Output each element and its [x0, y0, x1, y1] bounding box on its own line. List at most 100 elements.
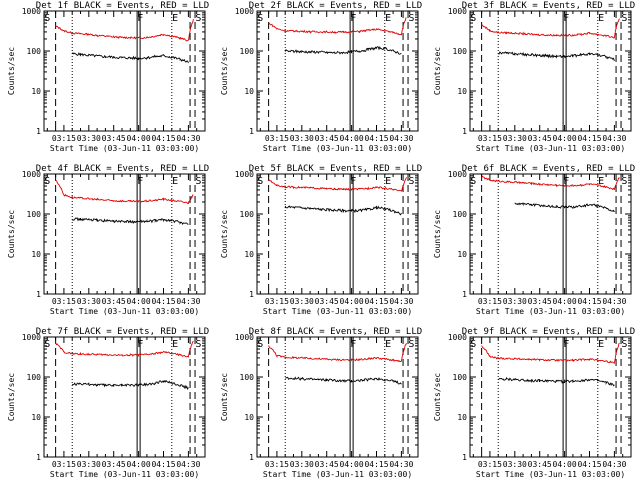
marker-label: E: [598, 339, 604, 350]
subplot-det-8f: Det 8f BLACK = Events, RED = LLD 1 10 100 10…: [220, 327, 422, 479]
x-tick-label: 04:00: [553, 134, 577, 143]
series-line-events: [284, 205, 402, 216]
y-tick-label: 1000: [448, 7, 467, 16]
marker-label: F: [137, 176, 143, 187]
y-axis-label: Counts/sec: [7, 373, 16, 421]
plot-title: Det 3f BLACK = Events, RED = LLD: [462, 1, 635, 11]
x-tick-label: 03:30: [290, 460, 314, 469]
x-tick-label: 04:30: [602, 297, 626, 306]
series-line-lld: [55, 180, 194, 205]
y-tick-label: 10: [244, 413, 254, 422]
y-tick-label: 10: [244, 250, 254, 259]
series-line-events: [284, 46, 402, 55]
series-line-lld: [481, 18, 620, 39]
marker-label: S: [257, 339, 263, 350]
x-tick-label: 04:30: [176, 134, 200, 143]
x-tick-label: 03:15: [478, 460, 502, 469]
x-tick-label: 03:30: [503, 297, 527, 306]
series-line-events: [72, 217, 189, 225]
y-axis-label: Counts/sec: [433, 210, 442, 258]
x-tick-label: 04:00: [340, 297, 364, 306]
x-tick-label: 04:30: [602, 134, 626, 143]
marker-label: F: [350, 13, 356, 24]
plot-title: Det 7f BLACK = Events, RED = LLD: [36, 327, 209, 337]
marker-label: E: [598, 176, 604, 187]
marker-label: E: [385, 13, 391, 24]
series-line-lld: [55, 340, 194, 358]
x-tick-label: 03:30: [77, 134, 101, 143]
x-tick-label: 04:15: [151, 134, 175, 143]
x-tick-label: 04:00: [553, 297, 577, 306]
x-tick-label: 04:00: [127, 460, 151, 469]
series-line-lld: [55, 19, 194, 42]
y-tick-label: 10: [457, 250, 467, 259]
x-tick-label: 03:15: [478, 134, 502, 143]
x-tick-label: 04:30: [176, 460, 200, 469]
marker-label: F: [563, 339, 569, 350]
series-line-lld: [481, 175, 620, 191]
marker-label: S: [195, 339, 201, 350]
x-tick-label: 03:45: [528, 297, 552, 306]
y-tick-label: 1000: [22, 333, 41, 342]
x-tick-label: 03:15: [265, 134, 289, 143]
marker-label: S: [408, 176, 414, 187]
x-axis-label: Start Time (03-Jun-11 03:03:00): [476, 470, 625, 479]
marker-label: S: [44, 13, 50, 24]
y-tick-label: 10: [31, 250, 41, 259]
y-tick-label: 1000: [22, 170, 41, 179]
y-tick-label: 1: [36, 290, 41, 299]
series-line-lld: [268, 17, 407, 36]
x-tick-label: 04:30: [176, 297, 200, 306]
x-tick-label: 04:30: [389, 460, 413, 469]
y-tick-label: 1: [36, 127, 41, 136]
x-tick-label: 03:15: [265, 460, 289, 469]
x-tick-label: 04:30: [389, 297, 413, 306]
x-tick-label: 03:45: [315, 134, 339, 143]
marker-label: S: [408, 13, 414, 24]
marker-label: S: [195, 13, 201, 24]
marker-label: S: [44, 339, 50, 350]
x-tick-label: 03:45: [315, 460, 339, 469]
y-axis-label: Counts/sec: [433, 373, 442, 421]
plot-frame: [256, 336, 419, 458]
x-tick-label: 04:00: [127, 297, 151, 306]
marker-label: F: [137, 339, 143, 350]
x-axis-label: Start Time (03-Jun-11 03:03:00): [476, 307, 625, 316]
marker-label: S: [470, 176, 476, 187]
y-tick-label: 1: [249, 127, 254, 136]
x-tick-label: 04:15: [577, 134, 601, 143]
x-tick-label: 03:15: [52, 134, 76, 143]
y-tick-label: 100: [27, 210, 42, 219]
plot-title: Det 9f BLACK = Events, RED = LLD: [462, 327, 635, 337]
x-tick-label: 03:30: [290, 297, 314, 306]
series-line-events: [498, 51, 615, 62]
x-axis-label: Start Time (03-Jun-11 03:03:00): [50, 307, 199, 316]
x-axis-label: Start Time (03-Jun-11 03:03:00): [263, 307, 412, 316]
y-tick-label: 1000: [448, 170, 467, 179]
series-line-events: [71, 379, 189, 390]
marker-label: F: [350, 176, 356, 187]
y-axis-label: Counts/sec: [220, 47, 229, 95]
y-tick-label: 10: [457, 87, 467, 96]
series-line-lld: [268, 343, 407, 363]
plot-frame: [256, 10, 419, 132]
plot-title: Det 4f BLACK = Events, RED = LLD: [36, 164, 209, 174]
subplot-det-1f: Det 1f BLACK = Events, RED = LLD 1 10 100 10…: [7, 1, 209, 153]
marker-label: S: [44, 176, 50, 187]
marker-label: F: [350, 339, 356, 350]
plot-frame: [43, 173, 206, 295]
y-tick-label: 100: [453, 47, 468, 56]
x-tick-label: 03:15: [265, 297, 289, 306]
x-tick-label: 03:30: [503, 134, 527, 143]
x-tick-label: 03:30: [503, 460, 527, 469]
plot-frame: [256, 173, 419, 295]
marker-label: S: [257, 13, 263, 24]
subplot-det-4f: Det 4f BLACK = Events, RED = LLD 1 10 100 10…: [7, 164, 209, 316]
marker-label: F: [563, 13, 569, 24]
plot-frame: [43, 10, 206, 132]
y-tick-label: 1: [462, 290, 467, 299]
y-tick-label: 1000: [235, 333, 254, 342]
subplot-det-9f: Det 9f BLACK = Events, RED = LLD 1 10 100 10…: [433, 327, 635, 479]
marker-label: E: [172, 13, 178, 24]
x-tick-label: 04:00: [553, 460, 577, 469]
